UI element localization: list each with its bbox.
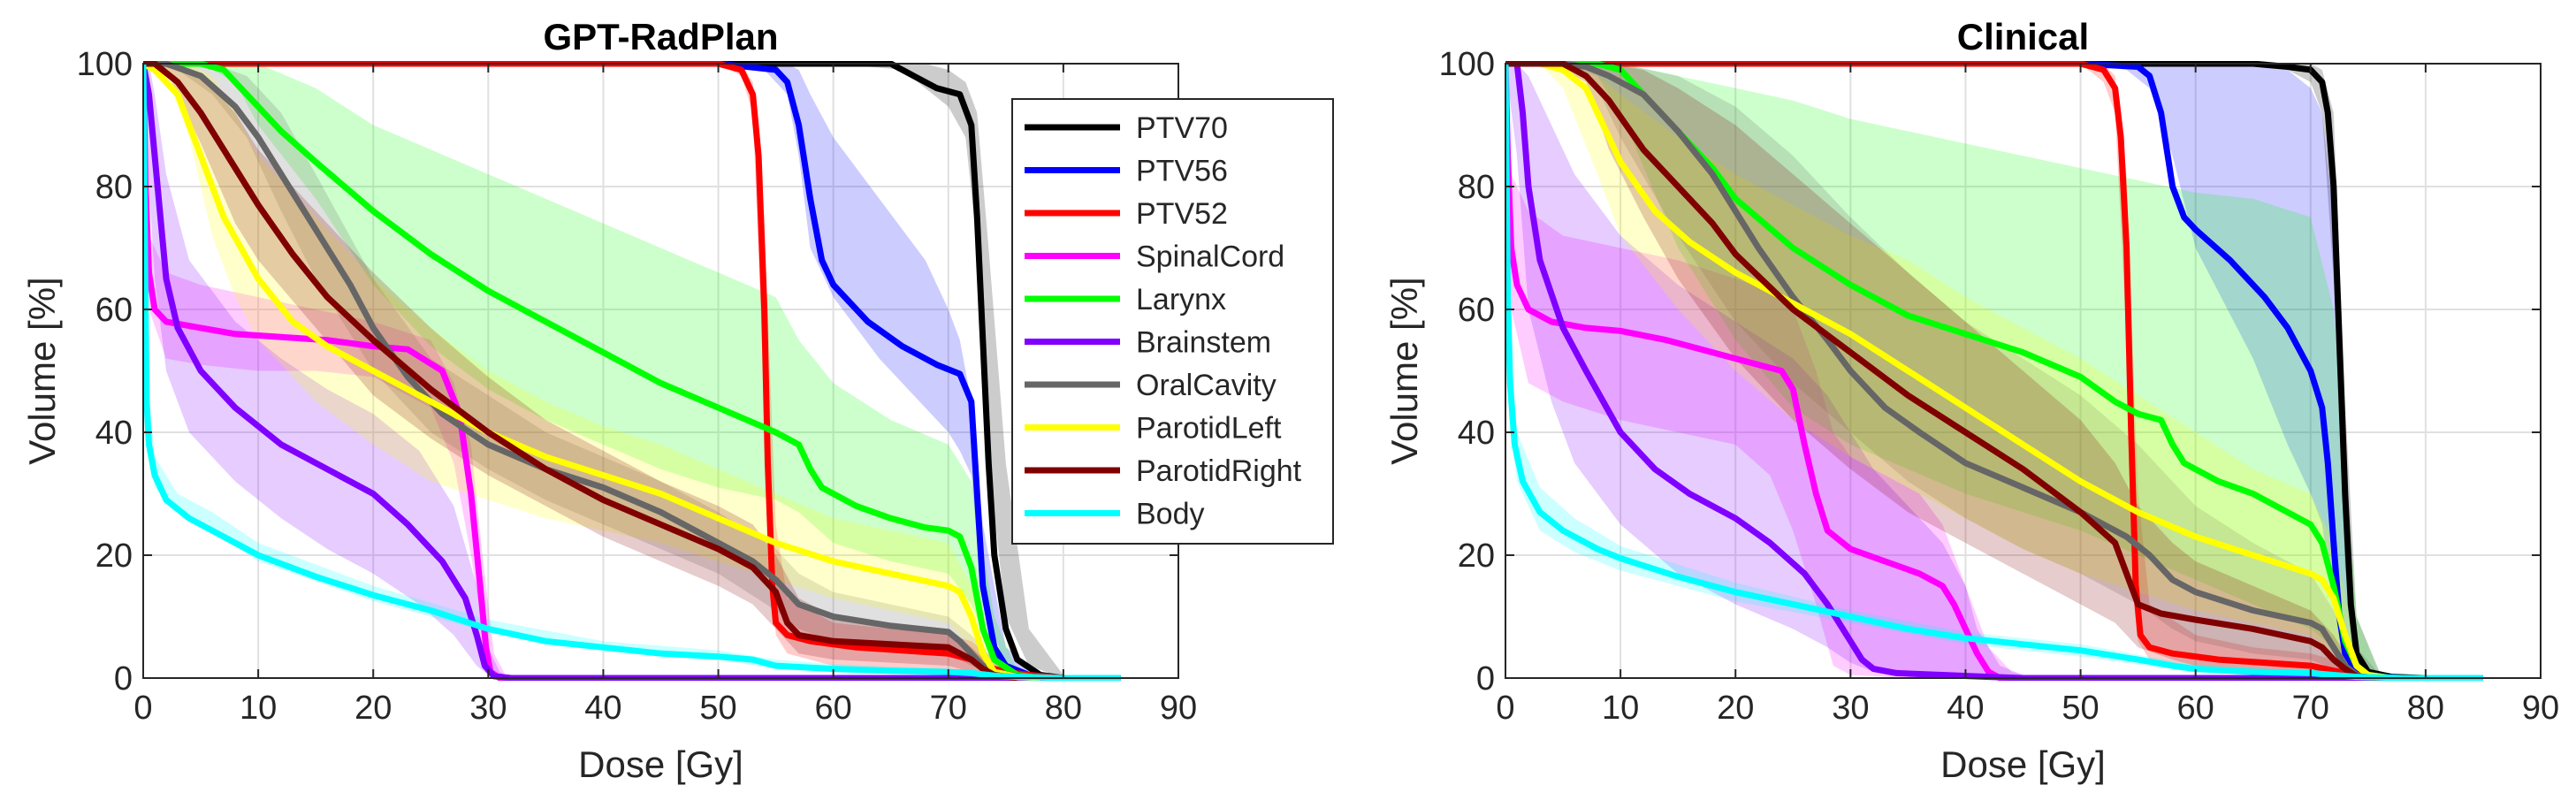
gpt-radplan-band-parotidright (143, 64, 1017, 678)
clinical-xtick-label-40: 40 (1947, 690, 1984, 727)
clinical-ytick-label-40: 40 (1458, 415, 1495, 452)
gpt-radplan-legend-label-brainstem: Brainstem (1136, 326, 1271, 360)
clinical-band-larynx (1505, 64, 2403, 678)
gpt-radplan-legend-label-parotidleft: ParotidLeft (1136, 412, 1282, 446)
clinical-line-parotidleft (1505, 61, 2392, 681)
clinical-line-body (1505, 63, 2483, 681)
clinical-xtick-label-90: 90 (2522, 690, 2559, 727)
gpt-radplan-lines (143, 61, 1121, 681)
clinical-xtick-label-60: 60 (2177, 690, 2214, 727)
clinical-line-ptv52 (1505, 61, 2381, 681)
clinical-xtick-label-30: 30 (1832, 690, 1869, 727)
gpt-radplan-legend-label-larynx: Larynx (1136, 283, 1226, 316)
clinical-band-brainstem (1505, 64, 2483, 678)
chart-gpt-radplan: 0 10 20 30 40 50 60 70 80 90 0 20 40 60 80 100 Dose [Gy]… (21, 16, 1334, 785)
gpt-radplan-xlabel: Dose [Gy] (578, 743, 743, 785)
gpt-radplan-xtick-label-50: 50 (699, 690, 736, 727)
chart-clinical: 0 10 20 30 40 50 60 70 80 90 0 20 40 60 80 100 Dose [Gy]… (1383, 16, 2559, 785)
clinical-xtick-label-80: 80 (2407, 690, 2444, 727)
clinical-line-brainstem (1505, 61, 2483, 681)
clinical-line-parotidright (1505, 61, 2381, 681)
gpt-radplan-legend: PTV70 PTV56 PTV52 SpinalCord Larynx Brainstem… (1011, 98, 1334, 545)
gpt-radplan-ytick-label-80: 80 (95, 169, 133, 206)
clinical-ytick-label-100: 100 (1439, 46, 1495, 83)
gpt-radplan-xtick-label-70: 70 (930, 690, 967, 727)
clinical-ticks: 0 10 20 30 40 50 60 70 80 90 0 20 40 60 80 100 (1439, 46, 2560, 727)
clinical-ytick-label-60: 60 (1458, 292, 1495, 329)
gpt-radplan-xtick-label-80: 80 (1045, 690, 1082, 727)
gpt-radplan-line-ptv70 (143, 61, 1121, 681)
gpt-radplan-xtick-label-30: 30 (469, 690, 507, 727)
gpt-radplan-legend-label-ptv56: PTV56 (1136, 155, 1228, 188)
gpt-radplan-line-larynx (143, 61, 1041, 681)
clinical-axes-frame (1505, 63, 2542, 679)
gpt-radplan-legend-label-oralcavity: OralCavity (1136, 369, 1277, 402)
clinical-line-spinalcord (1505, 63, 2483, 681)
gpt-radplan-ytick-label-60: 60 (95, 292, 133, 329)
gpt-radplan-ytick-label-100: 100 (77, 46, 133, 83)
gpt-radplan-band-spinalcord (143, 64, 1121, 678)
gpt-radplan-line-oralcavity (143, 61, 1041, 681)
clinical-xtick-label-50: 50 (2062, 690, 2099, 727)
clinical-band-ptv70 (1505, 64, 2426, 678)
gpt-radplan-title: GPT-RadPlan (543, 16, 778, 57)
gpt-radplan-line-brainstem (143, 63, 1121, 681)
clinical-xtick-label-0: 0 (1496, 690, 1514, 727)
gpt-radplan-ytick-label-40: 40 (95, 415, 133, 452)
clinical-xtick-label-20: 20 (1717, 690, 1754, 727)
clinical-line-ptv56 (1505, 61, 2404, 681)
gpt-radplan-xtick-label-10: 10 (240, 690, 277, 727)
gpt-radplan-line-parotidleft (143, 61, 1041, 681)
gpt-radplan-xtick-label-20: 20 (354, 690, 392, 727)
clinical-ylabel: Volume [%] (1383, 277, 1425, 464)
gpt-radplan-legend-label-ptv52: PTV52 (1136, 197, 1228, 231)
clinical-ytick-label-20: 20 (1458, 538, 1495, 575)
gpt-radplan-legend-label-parotidright: ParotidRight (1136, 454, 1302, 488)
gpt-radplan-legend-label-spinalcord: SpinalCord (1136, 240, 1284, 274)
gpt-radplan-xtick-label-90: 90 (1160, 690, 1197, 727)
clinical-lines (1505, 61, 2483, 681)
gpt-radplan-band-larynx (143, 64, 1040, 678)
gpt-radplan-legend-label-ptv70: PTV70 (1136, 111, 1228, 145)
gpt-radplan-line-body (143, 63, 1121, 681)
clinical-ytick-label-0: 0 (1476, 660, 1495, 698)
gpt-radplan-band-parotidleft (143, 64, 1040, 678)
clinical-band-ptv56 (1505, 64, 2403, 678)
clinical-xtick-label-70: 70 (2292, 690, 2329, 727)
gpt-radplan-ticks: 0 10 20 30 40 50 60 70 80 90 0 20 40 60 80 100 (77, 46, 1198, 727)
gpt-radplan-ylabel: Volume [%] (21, 277, 63, 464)
gpt-radplan-line-parotidright (143, 61, 1018, 681)
gpt-radplan-line-spinalcord (143, 63, 1121, 681)
gpt-radplan-band-ptv56 (143, 64, 1063, 678)
clinical-grid (1505, 64, 2541, 678)
gpt-radplan-xtick-label-60: 60 (815, 690, 852, 727)
clinical-xtick-label-10: 10 (1602, 690, 1639, 727)
clinical-xlabel: Dose [Gy] (1940, 743, 2106, 785)
clinical-band-spinalcord (1505, 64, 2483, 678)
clinical-line-oralcavity (1505, 61, 2381, 681)
gpt-radplan-xtick-label-0: 0 (133, 690, 152, 727)
clinical-band-parotidright (1505, 64, 2380, 678)
clinical-ytick-label-80: 80 (1458, 169, 1495, 206)
gpt-radplan-legend-label-body: Body (1136, 498, 1205, 531)
gpt-radplan-ytick-label-0: 0 (114, 660, 133, 698)
clinical-title: Clinical (1957, 16, 2089, 57)
gpt-radplan-band-brainstem (143, 64, 1121, 678)
gpt-radplan-ytick-label-20: 20 (95, 538, 133, 575)
gpt-radplan-xtick-label-40: 40 (584, 690, 621, 727)
